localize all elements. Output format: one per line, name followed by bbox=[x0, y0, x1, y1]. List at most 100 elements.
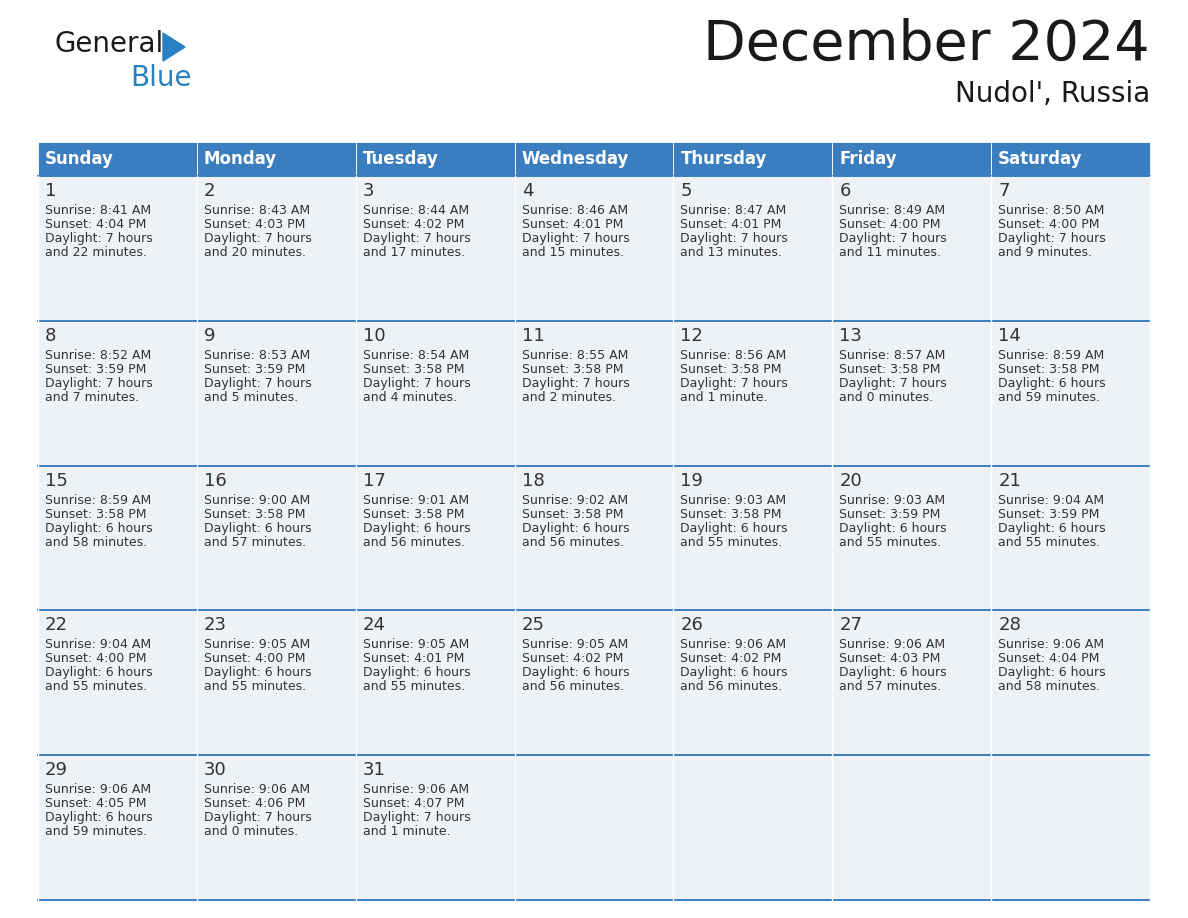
Text: 15: 15 bbox=[45, 472, 68, 489]
Text: and 5 minutes.: and 5 minutes. bbox=[204, 391, 298, 404]
Text: Blue: Blue bbox=[129, 64, 191, 92]
Text: 13: 13 bbox=[839, 327, 862, 345]
Text: and 55 minutes.: and 55 minutes. bbox=[204, 680, 307, 693]
Text: and 0 minutes.: and 0 minutes. bbox=[839, 391, 934, 404]
Text: Sunset: 3:59 PM: Sunset: 3:59 PM bbox=[45, 363, 146, 375]
Bar bbox=[514, 320, 674, 465]
Text: 22: 22 bbox=[45, 616, 68, 634]
Text: Daylight: 6 hours: Daylight: 6 hours bbox=[681, 666, 788, 679]
Text: and 55 minutes.: and 55 minutes. bbox=[839, 535, 941, 549]
Text: Daylight: 7 hours: Daylight: 7 hours bbox=[204, 232, 311, 245]
Bar bbox=[197, 756, 355, 900]
Text: Sunrise: 9:03 AM: Sunrise: 9:03 AM bbox=[839, 494, 946, 507]
Bar bbox=[991, 756, 1150, 900]
Text: Daylight: 6 hours: Daylight: 6 hours bbox=[839, 521, 947, 534]
Text: Daylight: 6 hours: Daylight: 6 hours bbox=[362, 666, 470, 679]
Bar bbox=[674, 176, 833, 320]
Text: Sunset: 4:00 PM: Sunset: 4:00 PM bbox=[998, 218, 1100, 231]
Text: Sunset: 4:01 PM: Sunset: 4:01 PM bbox=[362, 653, 465, 666]
Bar bbox=[833, 176, 991, 320]
Text: Daylight: 7 hours: Daylight: 7 hours bbox=[681, 376, 788, 390]
Bar bbox=[674, 756, 833, 900]
Text: Thursday: Thursday bbox=[681, 150, 766, 168]
Text: 24: 24 bbox=[362, 616, 386, 634]
Text: 10: 10 bbox=[362, 327, 385, 345]
Text: Saturday: Saturday bbox=[998, 150, 1082, 168]
Text: 23: 23 bbox=[204, 616, 227, 634]
Text: 9: 9 bbox=[204, 327, 215, 345]
Bar bbox=[355, 320, 514, 465]
Bar bbox=[355, 465, 514, 610]
Text: Daylight: 6 hours: Daylight: 6 hours bbox=[998, 666, 1106, 679]
Text: 19: 19 bbox=[681, 472, 703, 489]
Text: 26: 26 bbox=[681, 616, 703, 634]
Text: Sunset: 4:03 PM: Sunset: 4:03 PM bbox=[204, 218, 305, 231]
Text: Daylight: 7 hours: Daylight: 7 hours bbox=[839, 376, 947, 390]
Text: Daylight: 7 hours: Daylight: 7 hours bbox=[45, 232, 153, 245]
Text: Daylight: 7 hours: Daylight: 7 hours bbox=[362, 812, 470, 824]
Text: and 22 minutes.: and 22 minutes. bbox=[45, 246, 147, 259]
Text: 25: 25 bbox=[522, 616, 544, 634]
Text: Sunset: 3:58 PM: Sunset: 3:58 PM bbox=[362, 363, 465, 375]
Text: 2: 2 bbox=[204, 182, 215, 200]
Text: Daylight: 7 hours: Daylight: 7 hours bbox=[362, 232, 470, 245]
Bar bbox=[38, 320, 197, 465]
Bar bbox=[674, 142, 833, 176]
Bar bbox=[38, 142, 197, 176]
Text: Sunrise: 8:56 AM: Sunrise: 8:56 AM bbox=[681, 349, 786, 362]
Text: 1: 1 bbox=[45, 182, 56, 200]
Bar bbox=[197, 610, 355, 756]
Text: Daylight: 7 hours: Daylight: 7 hours bbox=[522, 376, 630, 390]
Text: and 57 minutes.: and 57 minutes. bbox=[204, 535, 307, 549]
Text: Daylight: 6 hours: Daylight: 6 hours bbox=[45, 812, 152, 824]
Bar bbox=[991, 320, 1150, 465]
Bar bbox=[833, 756, 991, 900]
Text: 3: 3 bbox=[362, 182, 374, 200]
Text: Daylight: 6 hours: Daylight: 6 hours bbox=[681, 521, 788, 534]
Text: 28: 28 bbox=[998, 616, 1020, 634]
Text: 18: 18 bbox=[522, 472, 544, 489]
Text: Sunrise: 9:05 AM: Sunrise: 9:05 AM bbox=[522, 638, 627, 652]
Bar bbox=[38, 465, 197, 610]
Text: and 7 minutes.: and 7 minutes. bbox=[45, 391, 139, 404]
Text: 21: 21 bbox=[998, 472, 1020, 489]
Text: 12: 12 bbox=[681, 327, 703, 345]
Text: Sunset: 4:02 PM: Sunset: 4:02 PM bbox=[681, 653, 782, 666]
Text: Sunrise: 9:01 AM: Sunrise: 9:01 AM bbox=[362, 494, 469, 507]
Bar bbox=[514, 465, 674, 610]
Bar bbox=[355, 610, 514, 756]
Text: Sunset: 3:59 PM: Sunset: 3:59 PM bbox=[204, 363, 305, 375]
Bar bbox=[514, 610, 674, 756]
Text: Daylight: 6 hours: Daylight: 6 hours bbox=[839, 666, 947, 679]
Text: Sunrise: 8:54 AM: Sunrise: 8:54 AM bbox=[362, 349, 469, 362]
Text: Sunrise: 9:06 AM: Sunrise: 9:06 AM bbox=[998, 638, 1105, 652]
Text: Sunset: 3:58 PM: Sunset: 3:58 PM bbox=[681, 508, 782, 521]
Text: Sunrise: 8:50 AM: Sunrise: 8:50 AM bbox=[998, 204, 1105, 217]
Text: Sunset: 4:02 PM: Sunset: 4:02 PM bbox=[362, 218, 465, 231]
Text: Sunrise: 9:02 AM: Sunrise: 9:02 AM bbox=[522, 494, 627, 507]
Bar bbox=[674, 465, 833, 610]
Text: and 13 minutes.: and 13 minutes. bbox=[681, 246, 783, 259]
Text: Sunset: 3:58 PM: Sunset: 3:58 PM bbox=[362, 508, 465, 521]
Bar bbox=[197, 320, 355, 465]
Text: Sunset: 3:58 PM: Sunset: 3:58 PM bbox=[522, 363, 623, 375]
Text: Sunset: 4:01 PM: Sunset: 4:01 PM bbox=[681, 218, 782, 231]
Text: Sunrise: 9:06 AM: Sunrise: 9:06 AM bbox=[45, 783, 151, 796]
Text: 27: 27 bbox=[839, 616, 862, 634]
Bar bbox=[833, 320, 991, 465]
Text: Sunset: 4:00 PM: Sunset: 4:00 PM bbox=[204, 653, 305, 666]
Bar bbox=[833, 465, 991, 610]
Bar bbox=[674, 610, 833, 756]
Text: Sunset: 3:58 PM: Sunset: 3:58 PM bbox=[839, 363, 941, 375]
Bar bbox=[991, 142, 1150, 176]
Text: Sunrise: 8:47 AM: Sunrise: 8:47 AM bbox=[681, 204, 786, 217]
Text: Sunset: 4:06 PM: Sunset: 4:06 PM bbox=[204, 797, 305, 811]
Text: Sunset: 3:58 PM: Sunset: 3:58 PM bbox=[522, 508, 623, 521]
Text: Sunrise: 8:44 AM: Sunrise: 8:44 AM bbox=[362, 204, 469, 217]
Text: and 59 minutes.: and 59 minutes. bbox=[998, 391, 1100, 404]
Text: Sunset: 4:03 PM: Sunset: 4:03 PM bbox=[839, 653, 941, 666]
Text: Daylight: 7 hours: Daylight: 7 hours bbox=[998, 232, 1106, 245]
Text: 29: 29 bbox=[45, 761, 68, 779]
Text: Sunset: 4:07 PM: Sunset: 4:07 PM bbox=[362, 797, 465, 811]
Text: 6: 6 bbox=[839, 182, 851, 200]
